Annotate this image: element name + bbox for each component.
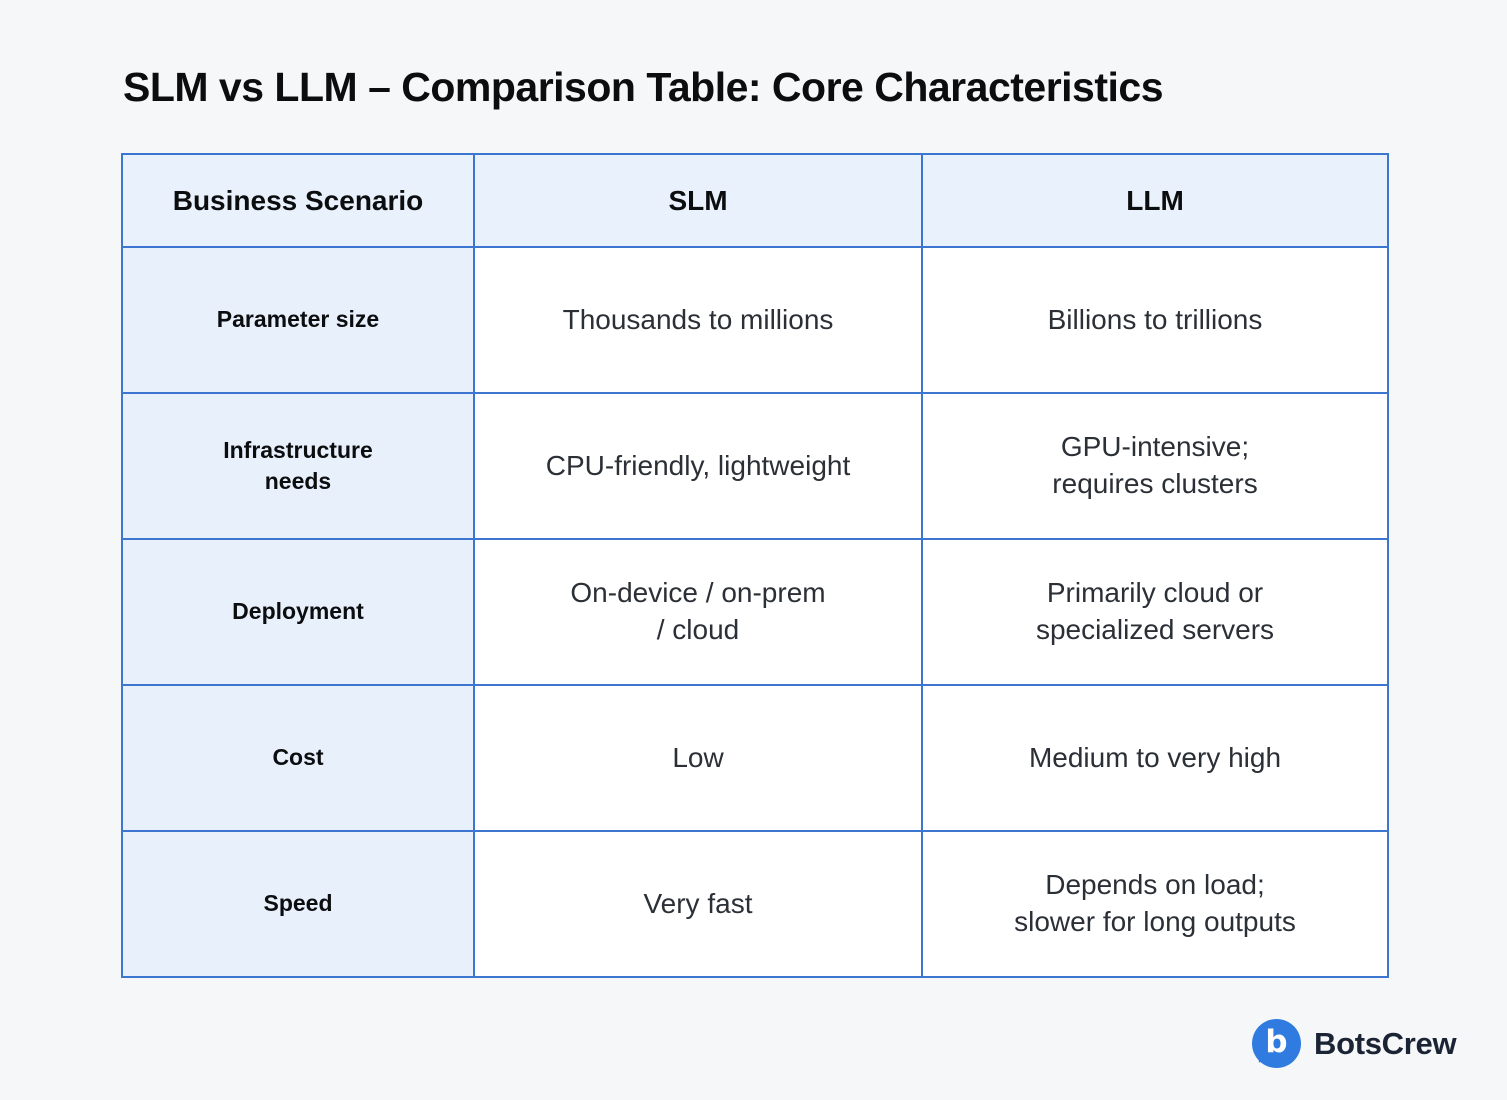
slm-value-cell: Thousands to millions [473,246,923,394]
comparison-table-container: Business Scenario SLM LLM Parameter size… [121,153,1389,978]
slm-value-cell: Very fast [473,830,923,978]
table-row-deployment: Deployment On-device / on-prem / cloud P… [121,538,1389,686]
llm-value-cell: Billions to trillions [921,246,1389,394]
table-row-infrastructure-needs: Infrastructure needs CPU-friendly, light… [121,392,1389,540]
row-label: Cost [121,684,475,832]
header-cell-slm: SLM [473,153,923,248]
llm-value-cell: Medium to very high [921,684,1389,832]
row-label: Speed [121,830,475,978]
slm-value-cell: On-device / on-prem / cloud [473,538,923,686]
llm-value-cell: GPU-intensive; requires clusters [921,392,1389,540]
comparison-table: Business Scenario SLM LLM Parameter size… [121,153,1389,978]
row-label: Infrastructure needs [121,392,475,540]
slm-value-cell: CPU-friendly, lightweight [473,392,923,540]
table-row-cost: Cost Low Medium to very high [121,684,1389,832]
page-title: SLM vs LLM – Comparison Table: Core Char… [123,64,1164,110]
row-label: Parameter size [121,246,475,394]
header-cell-business-scenario: Business Scenario [121,153,475,248]
table-row-speed: Speed Very fast Depends on load; slower … [121,830,1389,978]
llm-value-cell: Primarily cloud or specialized servers [921,538,1389,686]
header-cell-llm: LLM [921,153,1389,248]
table-row-parameter-size: Parameter size Thousands to millions Bil… [121,246,1389,394]
row-label: Deployment [121,538,475,686]
botscrew-logo: b BotsCrew [1252,1019,1457,1068]
header-row: Business Scenario SLM LLM [121,153,1389,248]
speech-bubble-icon: b [1252,1019,1301,1068]
logo-letter: b [1265,1024,1288,1060]
brand-name: BotsCrew [1314,1025,1457,1061]
llm-value-cell: Depends on load; slower for long outputs [921,830,1389,978]
slm-value-cell: Low [473,684,923,832]
